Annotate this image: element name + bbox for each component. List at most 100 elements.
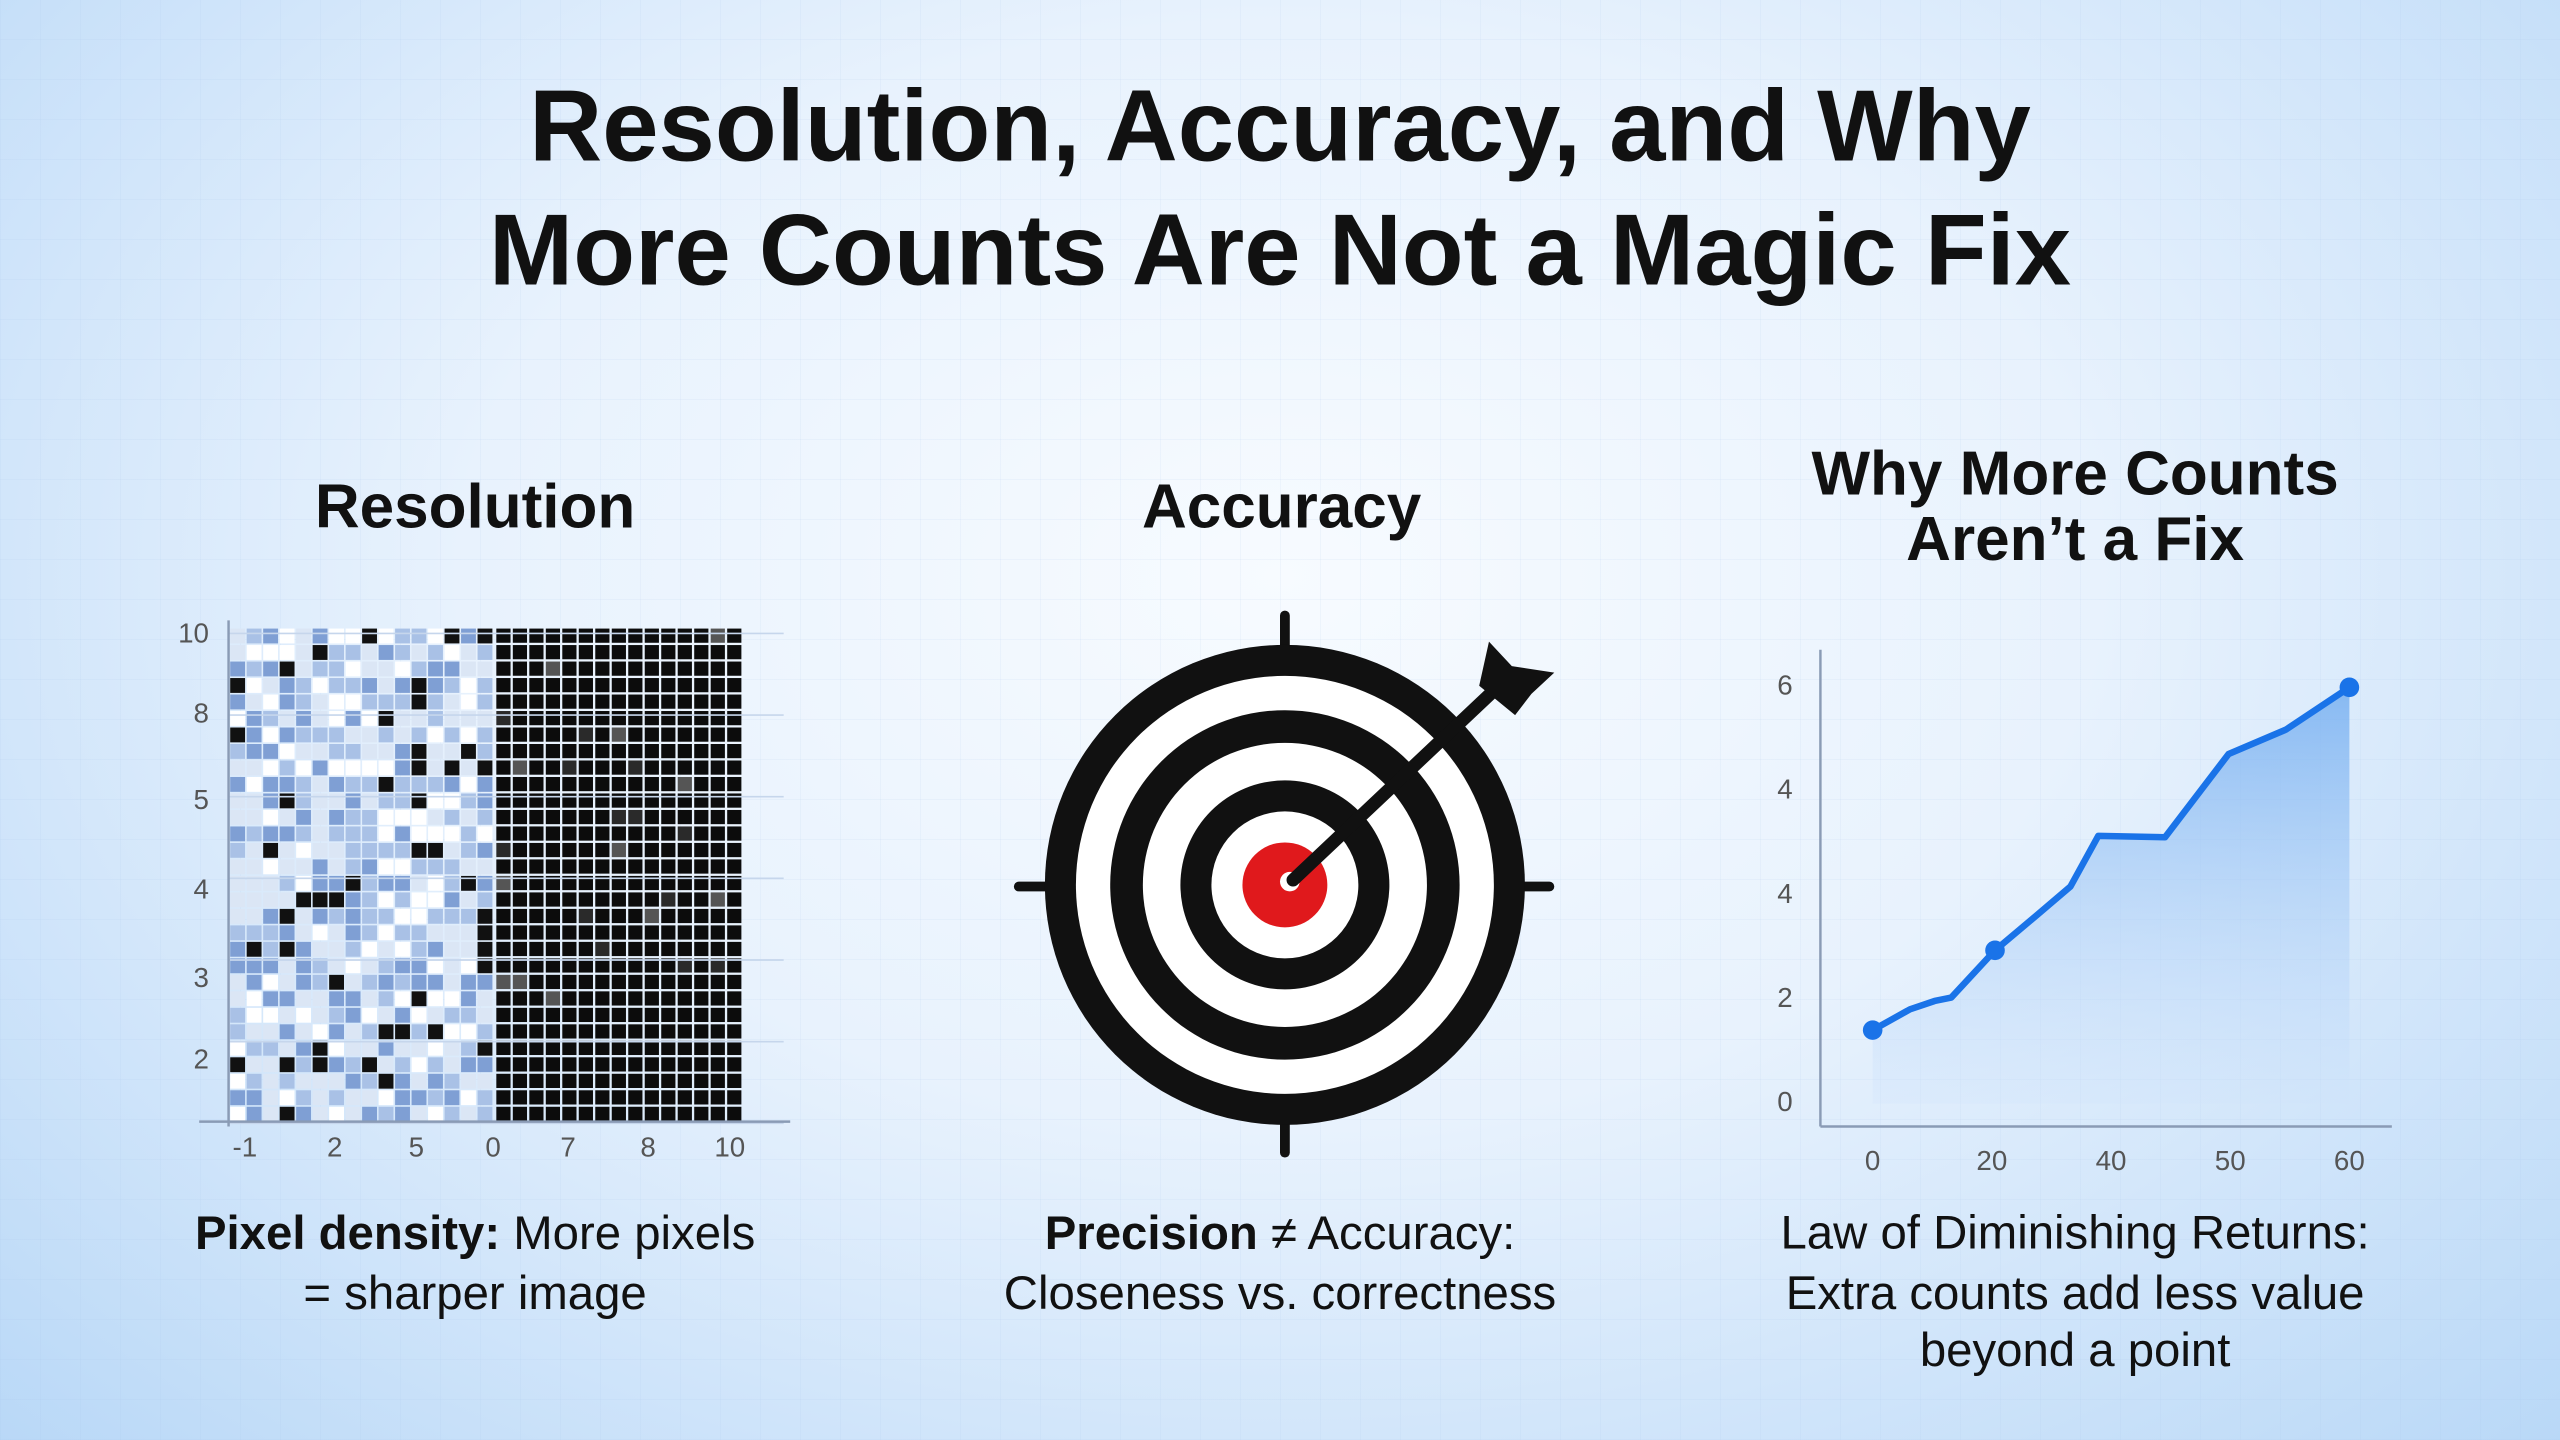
pixel (496, 892, 511, 907)
pixel (477, 1090, 493, 1106)
pixel (329, 711, 345, 726)
pixel (395, 793, 410, 809)
pixel (263, 892, 279, 908)
pixel (230, 826, 246, 842)
pixel (362, 1106, 377, 1122)
pixel (411, 678, 427, 693)
pixel (611, 1007, 626, 1023)
pixel (578, 628, 593, 643)
pixel (246, 1007, 262, 1023)
pixel (296, 875, 312, 891)
pixel (611, 661, 626, 676)
pixel (246, 958, 262, 974)
line (1869, 684, 2353, 1034)
pixel (329, 1090, 345, 1106)
pixel (461, 1090, 476, 1106)
y-tick-label: 4 (1777, 878, 1792, 909)
pixel (230, 859, 246, 875)
pixel (329, 1057, 345, 1073)
pixel (230, 958, 246, 974)
pixel (545, 744, 560, 759)
pixel (611, 678, 626, 693)
pixel (710, 859, 725, 874)
pixel (312, 711, 328, 726)
pixel (562, 1106, 577, 1121)
pixel (477, 1057, 493, 1073)
pixel (378, 1007, 394, 1023)
pixel (661, 776, 676, 792)
pixel (246, 645, 262, 660)
pixel (411, 842, 427, 858)
pixel (362, 744, 377, 759)
pixel (461, 793, 476, 809)
pixel (444, 711, 460, 726)
pixel (644, 760, 659, 775)
pixel (395, 727, 410, 743)
pixel (329, 842, 345, 858)
pixel (246, 1057, 262, 1073)
pixel (395, 1106, 410, 1122)
pixel (694, 925, 709, 940)
y-tick-label: 2 (1777, 982, 1792, 1013)
pixel (628, 645, 643, 660)
pixel (477, 1024, 493, 1040)
pixel (477, 1007, 493, 1023)
pixel (661, 1007, 676, 1023)
pixel (661, 793, 676, 808)
pixel (296, 760, 312, 776)
pixel (595, 958, 610, 973)
pixel (628, 809, 643, 825)
pixel (230, 1007, 246, 1023)
pixel (595, 694, 610, 709)
x-tick-label: 50 (2215, 1145, 2246, 1176)
pixel (611, 628, 626, 643)
pixel (378, 925, 394, 941)
pixel (263, 908, 279, 924)
pixel (710, 842, 725, 858)
pixel (461, 892, 476, 908)
pixel (461, 925, 476, 941)
pixel (444, 908, 460, 924)
pixel (444, 1073, 460, 1089)
pixel (644, 859, 659, 874)
pixel (428, 711, 443, 726)
pixel (710, 1073, 725, 1088)
pixel (694, 1040, 709, 1056)
pixel (661, 694, 676, 709)
pixel (595, 1024, 610, 1039)
pixel (611, 826, 626, 841)
pixel (661, 958, 676, 973)
pixel (345, 809, 361, 825)
grid-x-label: 7 (560, 1132, 575, 1163)
pixel (661, 1057, 676, 1072)
pixel (677, 661, 692, 676)
pixel (477, 678, 493, 693)
pixel (362, 678, 377, 693)
pixel (362, 793, 377, 809)
pixel (279, 661, 295, 677)
pixel (263, 645, 279, 660)
pixel (710, 974, 725, 990)
pixel (296, 941, 312, 957)
pixel-grid (228, 628, 784, 1125)
pixel (644, 1090, 659, 1105)
pixel (694, 908, 709, 924)
pixel (562, 941, 577, 957)
pixel (545, 941, 560, 957)
pixel (296, 859, 312, 875)
pixel (312, 727, 328, 743)
pixel (578, 809, 593, 825)
pixel (411, 1073, 427, 1089)
pixel (411, 875, 427, 891)
pixel (628, 678, 643, 693)
pixel (345, 842, 361, 858)
area (1872, 687, 2350, 1104)
pixel (444, 694, 460, 710)
pixel (230, 1106, 246, 1122)
pixel (345, 1007, 361, 1023)
pixel (345, 974, 361, 990)
pixel (444, 826, 460, 842)
pixel (246, 991, 262, 1007)
pixel (279, 1007, 295, 1023)
